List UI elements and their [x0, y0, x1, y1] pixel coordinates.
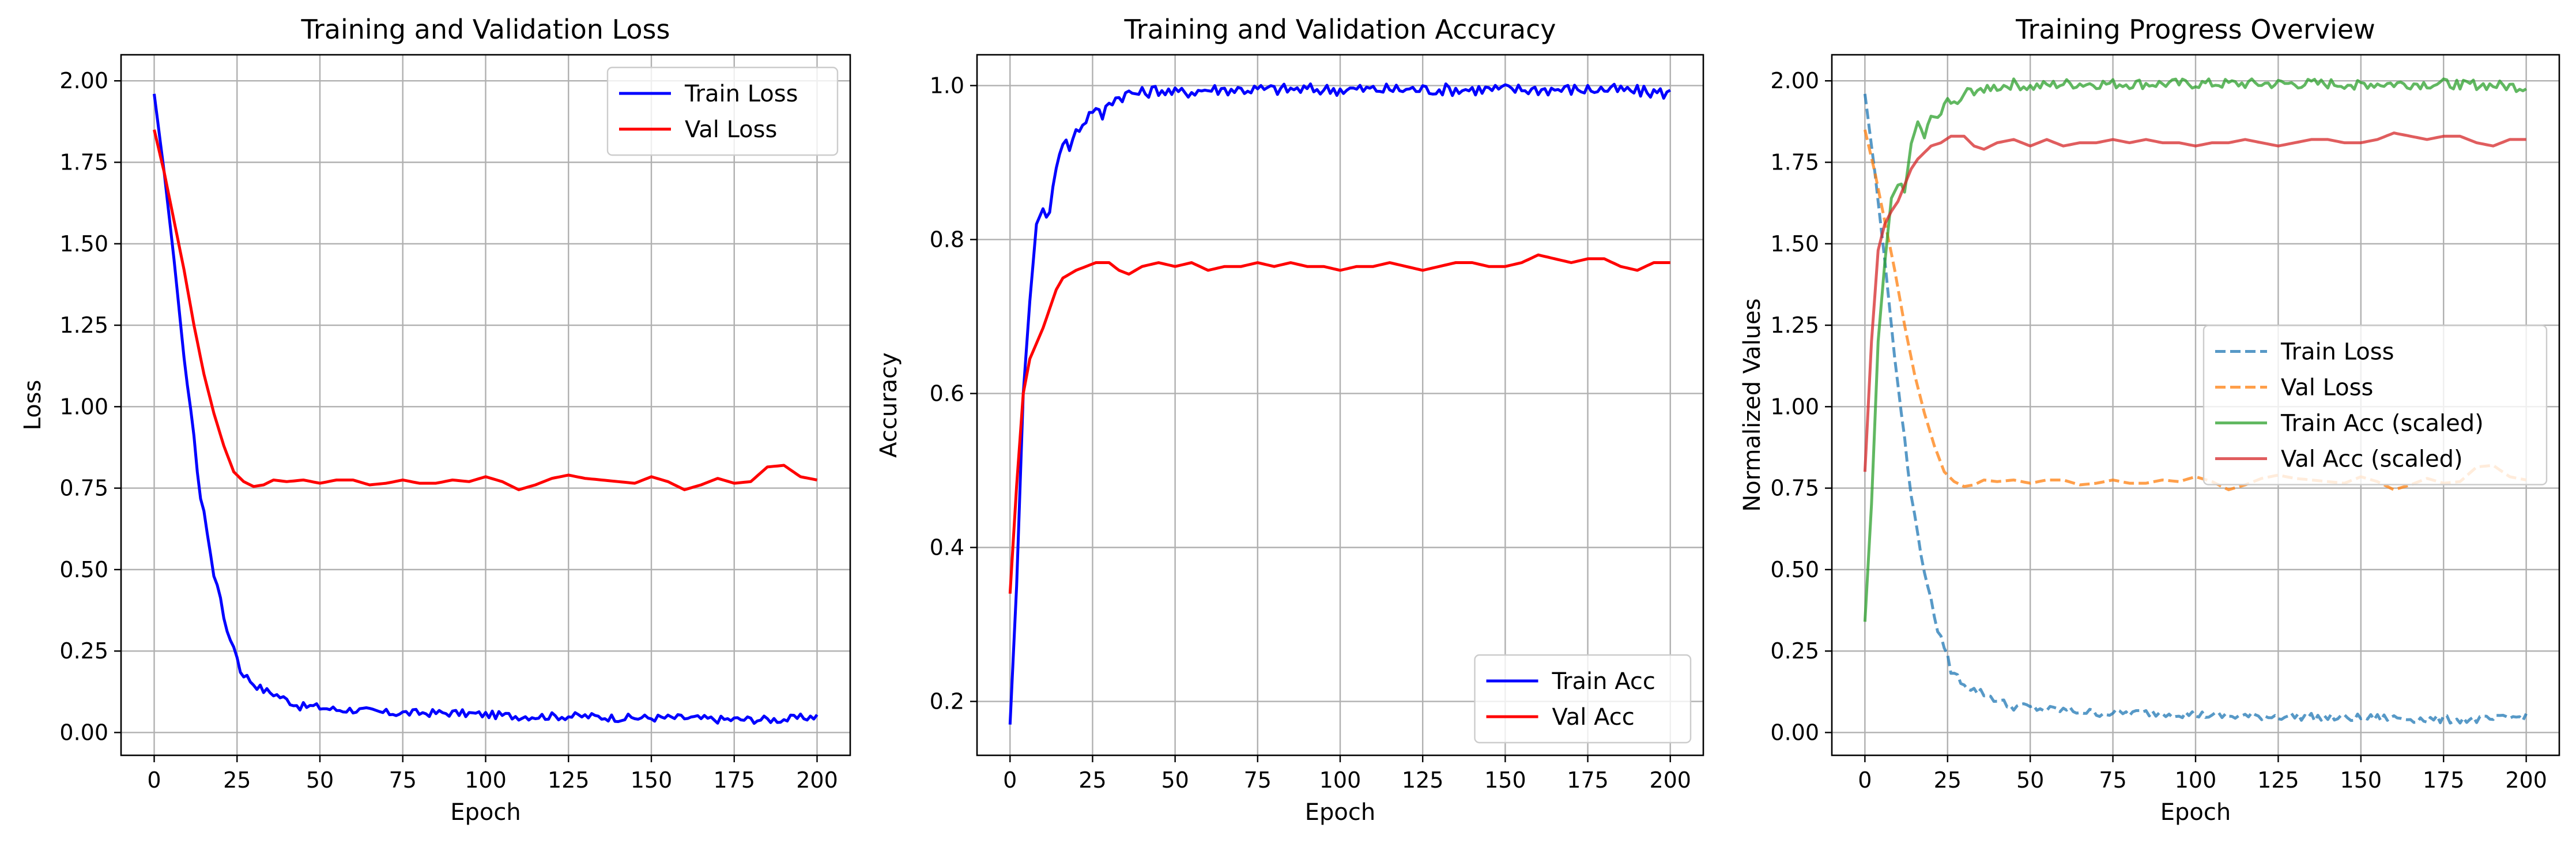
x-tick-label: 75: [2099, 767, 2126, 793]
x-tick-label: 0: [1858, 767, 1872, 793]
x-tick-label: 175: [713, 767, 755, 793]
y-tick-label: 0.8: [930, 227, 964, 252]
legend-label: Val Loss: [685, 116, 777, 143]
x-tick-label: 75: [389, 767, 417, 793]
y-tick-label: 1.25: [1770, 313, 1819, 338]
x-tick-label: 200: [796, 767, 838, 793]
legend-box: [2202, 325, 2548, 485]
y-axis-label: Loss: [20, 380, 46, 431]
y-tick-label: 0.25: [1770, 638, 1819, 664]
y-tick-label: 1.0: [930, 73, 964, 98]
legend-label: Train Acc: [1552, 668, 1655, 695]
legend-label: Train Loss: [684, 81, 798, 107]
x-axis-label: Epoch: [1305, 799, 1375, 826]
y-tick-label: 1.00: [59, 394, 108, 419]
series-line-train-loss: [1863, 93, 2528, 725]
x-tick-label: 25: [1078, 767, 1106, 793]
x-tick-label: 100: [465, 767, 507, 793]
series-line-val-acc-scaled-: [1863, 131, 2526, 472]
chart-2: 0 25 50 75 100 125 150 175 200 0.2 0.4 0.6 0.8 1.0 Tra…: [876, 14, 1704, 826]
x-tick-label: 0: [1003, 767, 1017, 793]
y-tick-label: 1.00: [1770, 394, 1819, 419]
y-tick-label: 2.00: [1770, 68, 1819, 93]
series-line-train-acc-scaled-: [1863, 77, 2527, 622]
y-axis-label: Accuracy: [876, 352, 902, 458]
x-tick-label: 25: [223, 767, 251, 793]
x-tick-label: 175: [1567, 767, 1609, 793]
y-tick-label: 0.4: [930, 535, 964, 560]
series-line-val-acc: [1008, 253, 1670, 594]
x-tick-label: 0: [147, 767, 161, 793]
chart-title: Training and Validation Accuracy: [1123, 14, 1556, 45]
x-tick-label: 100: [2175, 767, 2217, 793]
chart-title: Training and Validation Loss: [301, 14, 670, 45]
x-tick-label: 25: [1934, 767, 1962, 793]
y-tick-label: 0.6: [930, 381, 964, 406]
y-tick-label: 0.75: [1770, 476, 1819, 501]
y-tick-label: 1.25: [59, 313, 108, 338]
legend-label: Val Loss: [2281, 375, 2373, 401]
series-line-train-loss: [153, 93, 819, 725]
chart-title: Training Progress Overview: [2015, 14, 2375, 45]
y-tick-label: 0.75: [59, 476, 108, 501]
legend: Train Acc Val Acc: [1474, 654, 1692, 744]
x-tick-label: 50: [306, 767, 334, 793]
x-tick-label: 125: [1402, 767, 1444, 793]
y-tick-label: 1.50: [1770, 231, 1819, 257]
y-tick-label: 0.25: [59, 638, 108, 664]
series-line-train-acc: [1008, 82, 1671, 725]
y-axis-label: Normalized Values: [1739, 298, 1766, 511]
chart-3: 0 25 50 75 100 125 150 175 200 0.00 0.25 0.50 0.75 1.…: [1739, 14, 2560, 826]
y-tick-label: 2.00: [59, 68, 108, 93]
y-tick-label: 0.00: [59, 720, 108, 745]
y-tick-label: 1.75: [1770, 149, 1819, 175]
legend-box: [606, 66, 839, 156]
legend-label: Train Loss: [2280, 339, 2394, 366]
series-line-val-loss: [153, 129, 818, 491]
x-axis-label: Epoch: [2160, 799, 2231, 826]
x-axis-label: Epoch: [450, 799, 521, 826]
legend-label: Train Acc (scaled): [2280, 411, 2484, 437]
x-tick-label: 50: [1161, 767, 1189, 793]
legend-label: Val Acc: [1552, 704, 1635, 731]
legend-label: Val Acc (scaled): [2281, 446, 2463, 473]
x-tick-label: 125: [548, 767, 590, 793]
legend-box: [1474, 654, 1692, 744]
x-tick-label: 150: [1484, 767, 1526, 793]
y-tick-label: 0.50: [1770, 557, 1819, 582]
x-tick-label: 150: [631, 767, 673, 793]
chart-1: 0 25 50 75 100 125 150 175 200 0.00 0.25 0.50 0.75 1.…: [20, 14, 851, 826]
legend: Train Loss Val Loss Train Acc (scaled) Val …: [2202, 325, 2548, 485]
x-tick-label: 75: [1244, 767, 1272, 793]
legend: Train Loss Val Loss: [606, 66, 839, 156]
x-tick-label: 200: [2505, 767, 2547, 793]
y-tick-label: 0.2: [930, 689, 964, 714]
x-tick-label: 175: [2423, 767, 2465, 793]
x-tick-label: 200: [1649, 767, 1691, 793]
x-tick-label: 100: [1319, 767, 1361, 793]
y-tick-label: 0.50: [59, 557, 108, 582]
y-tick-label: 1.75: [59, 149, 108, 175]
x-tick-label: 125: [2257, 767, 2299, 793]
x-tick-label: 50: [2016, 767, 2044, 793]
y-tick-label: 0.00: [1770, 720, 1819, 745]
y-tick-label: 1.50: [59, 231, 108, 257]
x-tick-label: 150: [2340, 767, 2382, 793]
